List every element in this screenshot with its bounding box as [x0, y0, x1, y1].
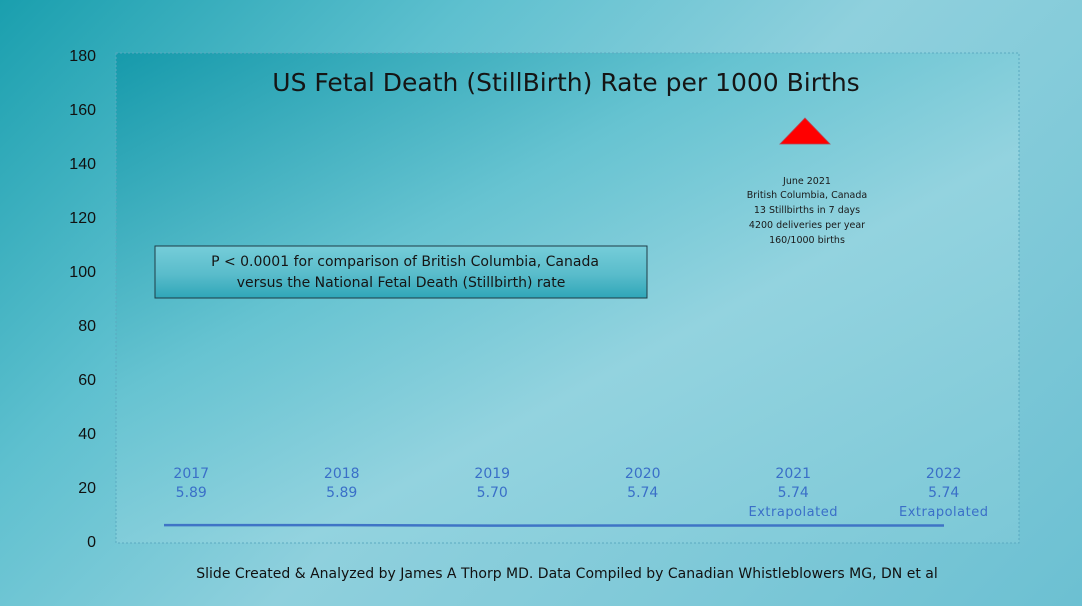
y-tick-label: 20	[78, 480, 96, 497]
y-tick-label: 160	[69, 102, 96, 119]
y-tick-label: 120	[69, 210, 96, 227]
bc-annotation-line: British Columbia, Canada	[747, 190, 867, 201]
y-tick-label: 100	[69, 264, 96, 281]
y-tick-label: 0	[87, 534, 96, 551]
y-tick-label: 60	[78, 372, 96, 389]
stat-box-line-1: P < 0.0001 for comparison of British Col…	[211, 254, 599, 270]
category-label: 2018	[324, 466, 360, 482]
category-label: 2020	[625, 466, 661, 482]
series-line	[164, 523, 944, 527]
bc-marker-triangle	[779, 117, 831, 145]
bc-annotation-line: 4200 deliveries per year	[749, 220, 865, 231]
data-label: 5.74	[627, 485, 658, 501]
category-label: 2021	[775, 466, 811, 482]
series-group	[164, 523, 944, 527]
chart-title: US Fetal Death (StillBirth) Rate per 100…	[272, 68, 859, 97]
y-tick-label: 140	[69, 156, 96, 173]
data-label: 5.89	[176, 485, 207, 501]
y-axis: 0 20 40 60 80 100 120 140 160 180	[69, 48, 96, 551]
bc-annotation-line: 160/1000 births	[769, 235, 845, 246]
data-label: 5.74	[928, 485, 959, 501]
y-tick-label: 40	[78, 426, 96, 443]
bc-marker-group: June 2021 British Columbia, Canada 13 Stil…	[747, 117, 867, 246]
y-tick-label: 80	[78, 318, 96, 335]
bc-annotation-line: June 2021	[782, 176, 831, 187]
category-note: Extrapolated	[899, 505, 988, 520]
stat-box-line-2: versus the National Fetal Death (Stillbi…	[237, 275, 566, 291]
y-tick-label: 180	[69, 48, 96, 65]
category-label: 2017	[173, 466, 209, 482]
stat-box: P < 0.0001 for comparison of British Col…	[154, 245, 648, 299]
data-label: 5.89	[326, 485, 357, 501]
category-label: 2022	[926, 466, 962, 482]
footer-credit: Slide Created & Analyzed by James A Thor…	[196, 566, 937, 582]
stat-box-frame	[154, 245, 648, 299]
category-labels: 2017 5.89 2018 5.89 2019 5.70 2020 5.74 2021 5.74…	[173, 466, 988, 520]
data-label: 5.70	[477, 485, 508, 501]
category-label: 2019	[474, 466, 510, 482]
data-label: 5.74	[778, 485, 809, 501]
bc-annotation-line: 13 Stillbirths in 7 days	[754, 205, 860, 216]
category-note: Extrapolated	[749, 505, 838, 520]
